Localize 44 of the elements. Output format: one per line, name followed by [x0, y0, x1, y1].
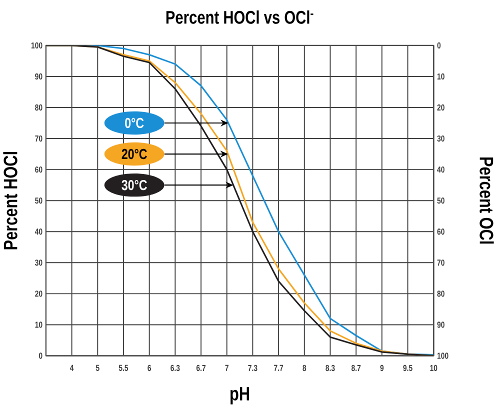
x-tick-label: 9.5	[403, 365, 412, 372]
y2-tick-label: 40	[437, 166, 444, 173]
y-tick-label: 40	[34, 228, 42, 235]
y-tick-label: 30	[35, 260, 42, 266]
x-tick-label: 8.3	[326, 365, 335, 372]
x-tick-label: 7	[225, 365, 228, 372]
y2-tick-label: 90	[437, 322, 444, 328]
x-tick-label: 4	[70, 365, 74, 372]
y2-tick-label: 50	[437, 198, 444, 204]
x-tick-label: 6	[148, 365, 152, 372]
text: 20°C	[122, 149, 147, 160]
y-tick-label: 50	[35, 198, 42, 204]
y-tick-label: 10	[35, 322, 42, 328]
y2-tick-label: 70	[437, 260, 444, 266]
y2-tick-label: 100	[437, 352, 448, 360]
y-tick-label: 60	[35, 166, 42, 173]
x-tick-label: 5	[96, 365, 100, 372]
y2-tick-label: 0	[437, 42, 441, 49]
y2-tick-label: 60	[437, 228, 444, 235]
x-tick-label: 6.7	[196, 365, 206, 372]
y2-tick-label: 80	[437, 290, 444, 297]
x-tick-label: 10	[430, 365, 438, 372]
chart-title: Percent HOCl vs OCl$^{-}$	[166, 10, 314, 24]
x-tick-label: 9	[380, 365, 384, 372]
y2-axis-title: Percent OCl	[480, 158, 494, 244]
y2-tick-label: 10	[437, 74, 444, 80]
x-tick-label: 6.3	[170, 365, 180, 372]
text: 30°C	[122, 180, 147, 190]
x-tick-label: 5.5	[118, 365, 128, 372]
y-tick-label: 90	[35, 74, 42, 80]
x-tick-label: 7.7	[274, 365, 284, 372]
y-tick-label: 70	[35, 136, 42, 142]
y-tick-label: 80	[35, 104, 42, 111]
x-axis-title: pH	[230, 387, 250, 405]
text: 0°C	[125, 118, 144, 128]
x-tick-label: 7.3	[248, 365, 258, 372]
y-tick-label: 0	[38, 352, 42, 360]
x-tick-label: 8	[302, 365, 306, 372]
y2-tick-label: 20	[437, 104, 444, 111]
y2-tick-label: 30	[437, 136, 444, 142]
y-tick-label: 20	[35, 290, 42, 297]
x-tick-label: 8.7	[351, 365, 361, 372]
y-axis-title: Percent HOCl	[3, 152, 18, 250]
y-tick-label: 100	[31, 42, 42, 49]
